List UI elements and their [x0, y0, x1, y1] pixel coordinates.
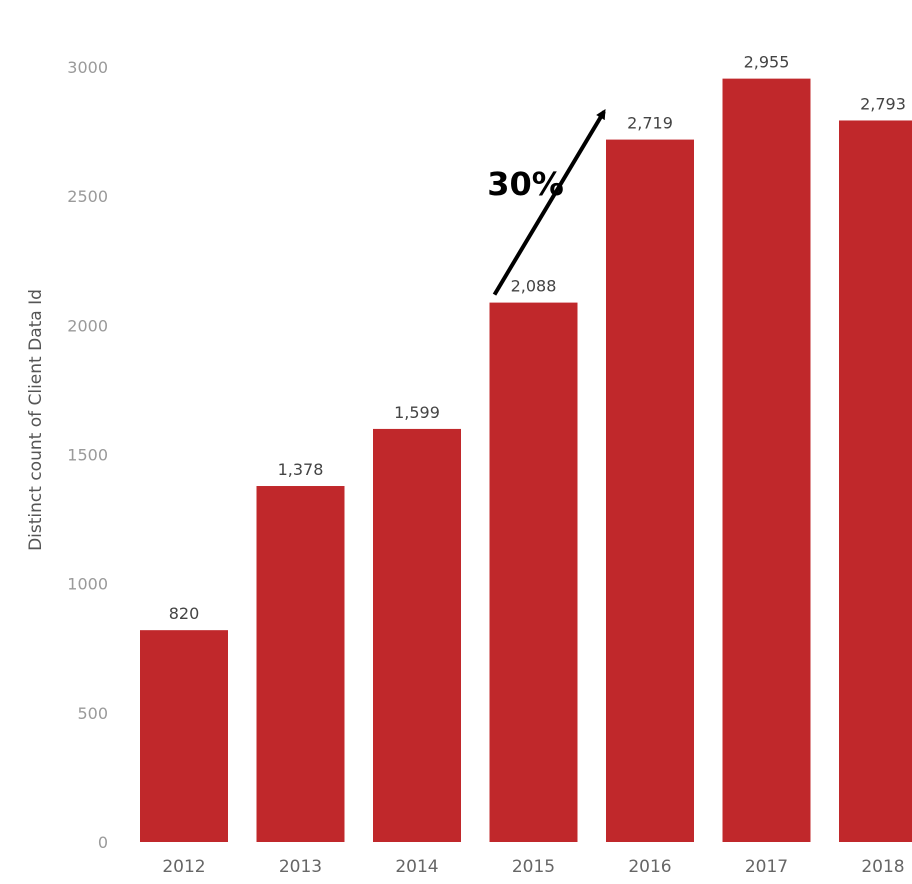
- data-label-2018: 2,793: [860, 94, 906, 113]
- data-label-2013: 1,378: [278, 460, 324, 479]
- bar-2018: [839, 120, 912, 843]
- x-tick-label: 2017: [745, 857, 788, 877]
- y-axis-label: Distinct count of Client Data Id: [26, 289, 46, 551]
- annotations: 30%: [487, 109, 606, 296]
- y-tick-label: 0: [98, 833, 108, 852]
- y-tick-label: 3000: [67, 58, 108, 77]
- x-tick-label: 2014: [395, 857, 438, 877]
- bars: 820 1,378 1,599 2,088 2,719 2,955 2,793: [140, 53, 912, 843]
- bar-2013: [256, 486, 345, 842]
- y-tick-label: 1000: [67, 575, 108, 594]
- x-axis-ticks: 2012 2013 2014 2015 2016 2017 2018: [162, 857, 904, 877]
- bar-2014: [373, 428, 461, 842]
- x-tick-label: 2012: [162, 857, 205, 877]
- x-tick-label: 2013: [279, 857, 322, 877]
- bar-2012: [140, 630, 228, 842]
- y-axis-ticks: 0 500 1000 1500 2000 2500 3000: [67, 58, 108, 852]
- data-label-2016: 2,719: [627, 114, 673, 133]
- bar-2015: [489, 302, 578, 843]
- growth-arrow: [492, 109, 606, 296]
- x-tick-label: 2015: [512, 857, 555, 877]
- x-tick-label: 2016: [628, 857, 671, 877]
- x-tick-label: 2018: [861, 857, 904, 877]
- bar-2017: [722, 78, 811, 842]
- data-label-2012: 820: [169, 604, 200, 623]
- data-label-2015: 2,088: [511, 277, 557, 296]
- y-tick-label: 2500: [67, 187, 108, 206]
- data-label-2017: 2,955: [744, 53, 790, 72]
- y-tick-label: 2000: [67, 316, 108, 335]
- growth-annotation-label: 30%: [487, 165, 564, 203]
- data-label-2014: 1,599: [394, 403, 440, 422]
- bar-2016: [606, 139, 694, 842]
- y-tick-label: 500: [77, 704, 108, 723]
- y-tick-label: 1500: [67, 446, 108, 465]
